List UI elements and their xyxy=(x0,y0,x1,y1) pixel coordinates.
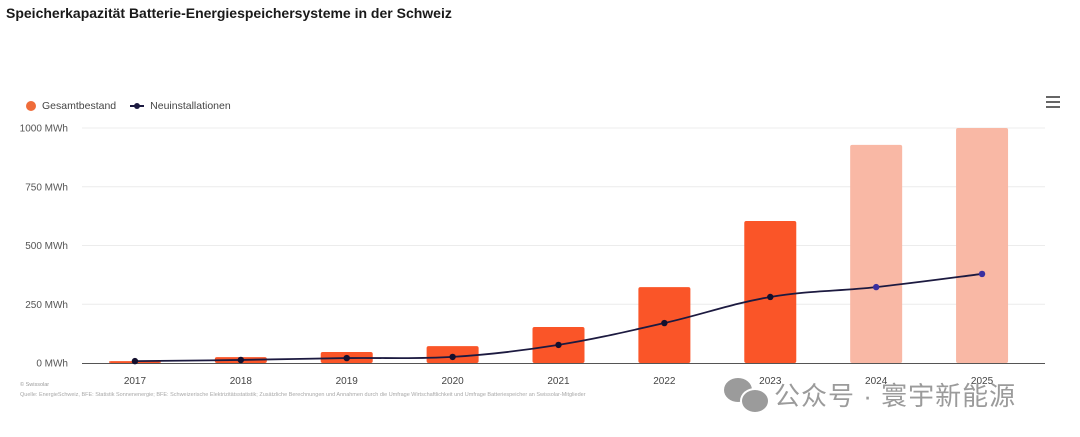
x-tick-label: 2018 xyxy=(230,376,253,387)
watermark-text: 公众号 · 寰宇新能源 xyxy=(774,381,1017,411)
y-tick-label: 250 MWh xyxy=(25,300,68,311)
y-tick-label: 1000 MWh xyxy=(20,124,68,135)
x-tick-label: 2020 xyxy=(441,376,464,387)
x-tick-label: 2017 xyxy=(124,376,147,387)
y-tick-label: 0 MWh xyxy=(36,359,68,370)
line-point-2018[interactable] xyxy=(237,356,245,364)
legend-dot-icon xyxy=(26,101,36,111)
line-point-2023[interactable] xyxy=(767,293,774,301)
source-text: Quelle: EnergieSchweiz, BFE: Statistik S… xyxy=(20,392,586,398)
line-point-2024[interactable] xyxy=(872,283,880,291)
line-point-2019[interactable] xyxy=(343,354,350,362)
chart-title: Speicherkapazität Batterie-Energiespeich… xyxy=(6,5,452,21)
x-tick-label: 2023 xyxy=(759,376,782,387)
bar-2023[interactable] xyxy=(744,221,797,363)
credit-text[interactable]: © Swissolar xyxy=(20,382,50,388)
bar-2025[interactable] xyxy=(956,128,1009,363)
legend-item-neuinstallationen[interactable]: Neuinstallationen xyxy=(130,100,231,112)
y-tick-label: 750 MWh xyxy=(25,182,68,193)
x-tick-label: 2021 xyxy=(547,376,570,387)
line-point-2022[interactable] xyxy=(661,319,668,327)
legend-label: Neuinstallationen xyxy=(150,100,231,112)
line-point-2020[interactable] xyxy=(449,353,456,361)
x-tick-label: 2025 xyxy=(971,376,994,387)
legend-label: Gesamtbestand xyxy=(42,100,117,112)
y-tick-label: 500 MWh xyxy=(25,241,68,252)
line-point-2017[interactable] xyxy=(131,357,139,365)
x-tick-label: 2019 xyxy=(336,376,359,387)
line-point-2021[interactable] xyxy=(555,341,562,349)
x-tick-label: 2022 xyxy=(653,376,676,387)
line-point-2025[interactable] xyxy=(978,270,986,278)
wechat-icon xyxy=(724,377,770,414)
legend-item-gesamtbestand[interactable]: Gesamtbestand xyxy=(26,100,116,112)
hamburger-menu-icon[interactable] xyxy=(1046,96,1060,108)
legend-line-icon xyxy=(130,103,145,109)
legend: Gesamtbestand Neuinstallationen xyxy=(26,100,245,112)
bar-2024[interactable] xyxy=(850,144,903,363)
x-tick-label: 2024 xyxy=(865,376,888,387)
watermark: 公众号 · 寰宇新能源 xyxy=(724,376,1017,414)
